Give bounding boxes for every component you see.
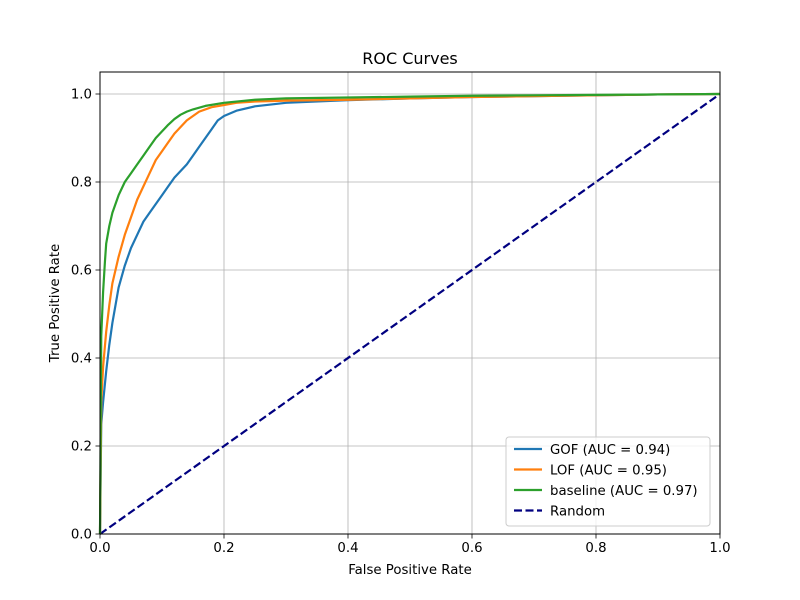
y-tick-label: 1.0	[71, 88, 92, 103]
x-tick-label: 0.6	[461, 541, 482, 556]
legend-box	[505, 436, 711, 527]
x-tick-label: 0.4	[337, 541, 358, 556]
chart-title: ROC Curves	[362, 49, 458, 68]
x-axis-ticks: 0.0 0.2 0.4 0.6 0.8 1.0	[89, 534, 731, 556]
legend: GOF (AUC = 0.94) LOF (AUC = 0.95) baseline…	[505, 436, 711, 527]
plot-area	[98, 92, 721, 535]
y-tick-label: 0.4	[71, 352, 92, 367]
y-tick-label: 0.8	[71, 176, 92, 191]
y-tick-label: 0.6	[71, 264, 92, 279]
x-tick-label: 0.8	[585, 541, 606, 556]
x-tick-label: 0.2	[213, 541, 234, 556]
series-line-lof	[98, 92, 721, 535]
axes-frame	[99, 71, 721, 535]
legend-label: GOF (AUC = 0.94)	[550, 443, 670, 458]
series-line-baseline	[98, 92, 721, 535]
y-axis-label: True Positive Rate	[48, 244, 63, 363]
series-line-random	[99, 93, 721, 535]
legend-label: baseline (AUC = 0.97)	[550, 484, 698, 499]
y-tick-label: 0.0	[71, 528, 92, 543]
y-tick-label: 0.2	[71, 440, 92, 455]
x-tick-label: 0.0	[89, 541, 110, 556]
x-axis-label: False Positive Rate	[348, 563, 472, 578]
x-tick-label: 1.0	[709, 541, 730, 556]
grid-lines	[99, 72, 721, 535]
legend-label: Random	[550, 504, 605, 519]
y-axis-ticks: 0.0 0.2 0.4 0.6 0.8 1.0	[71, 88, 100, 543]
legend-label: LOF (AUC = 0.95)	[550, 463, 667, 478]
